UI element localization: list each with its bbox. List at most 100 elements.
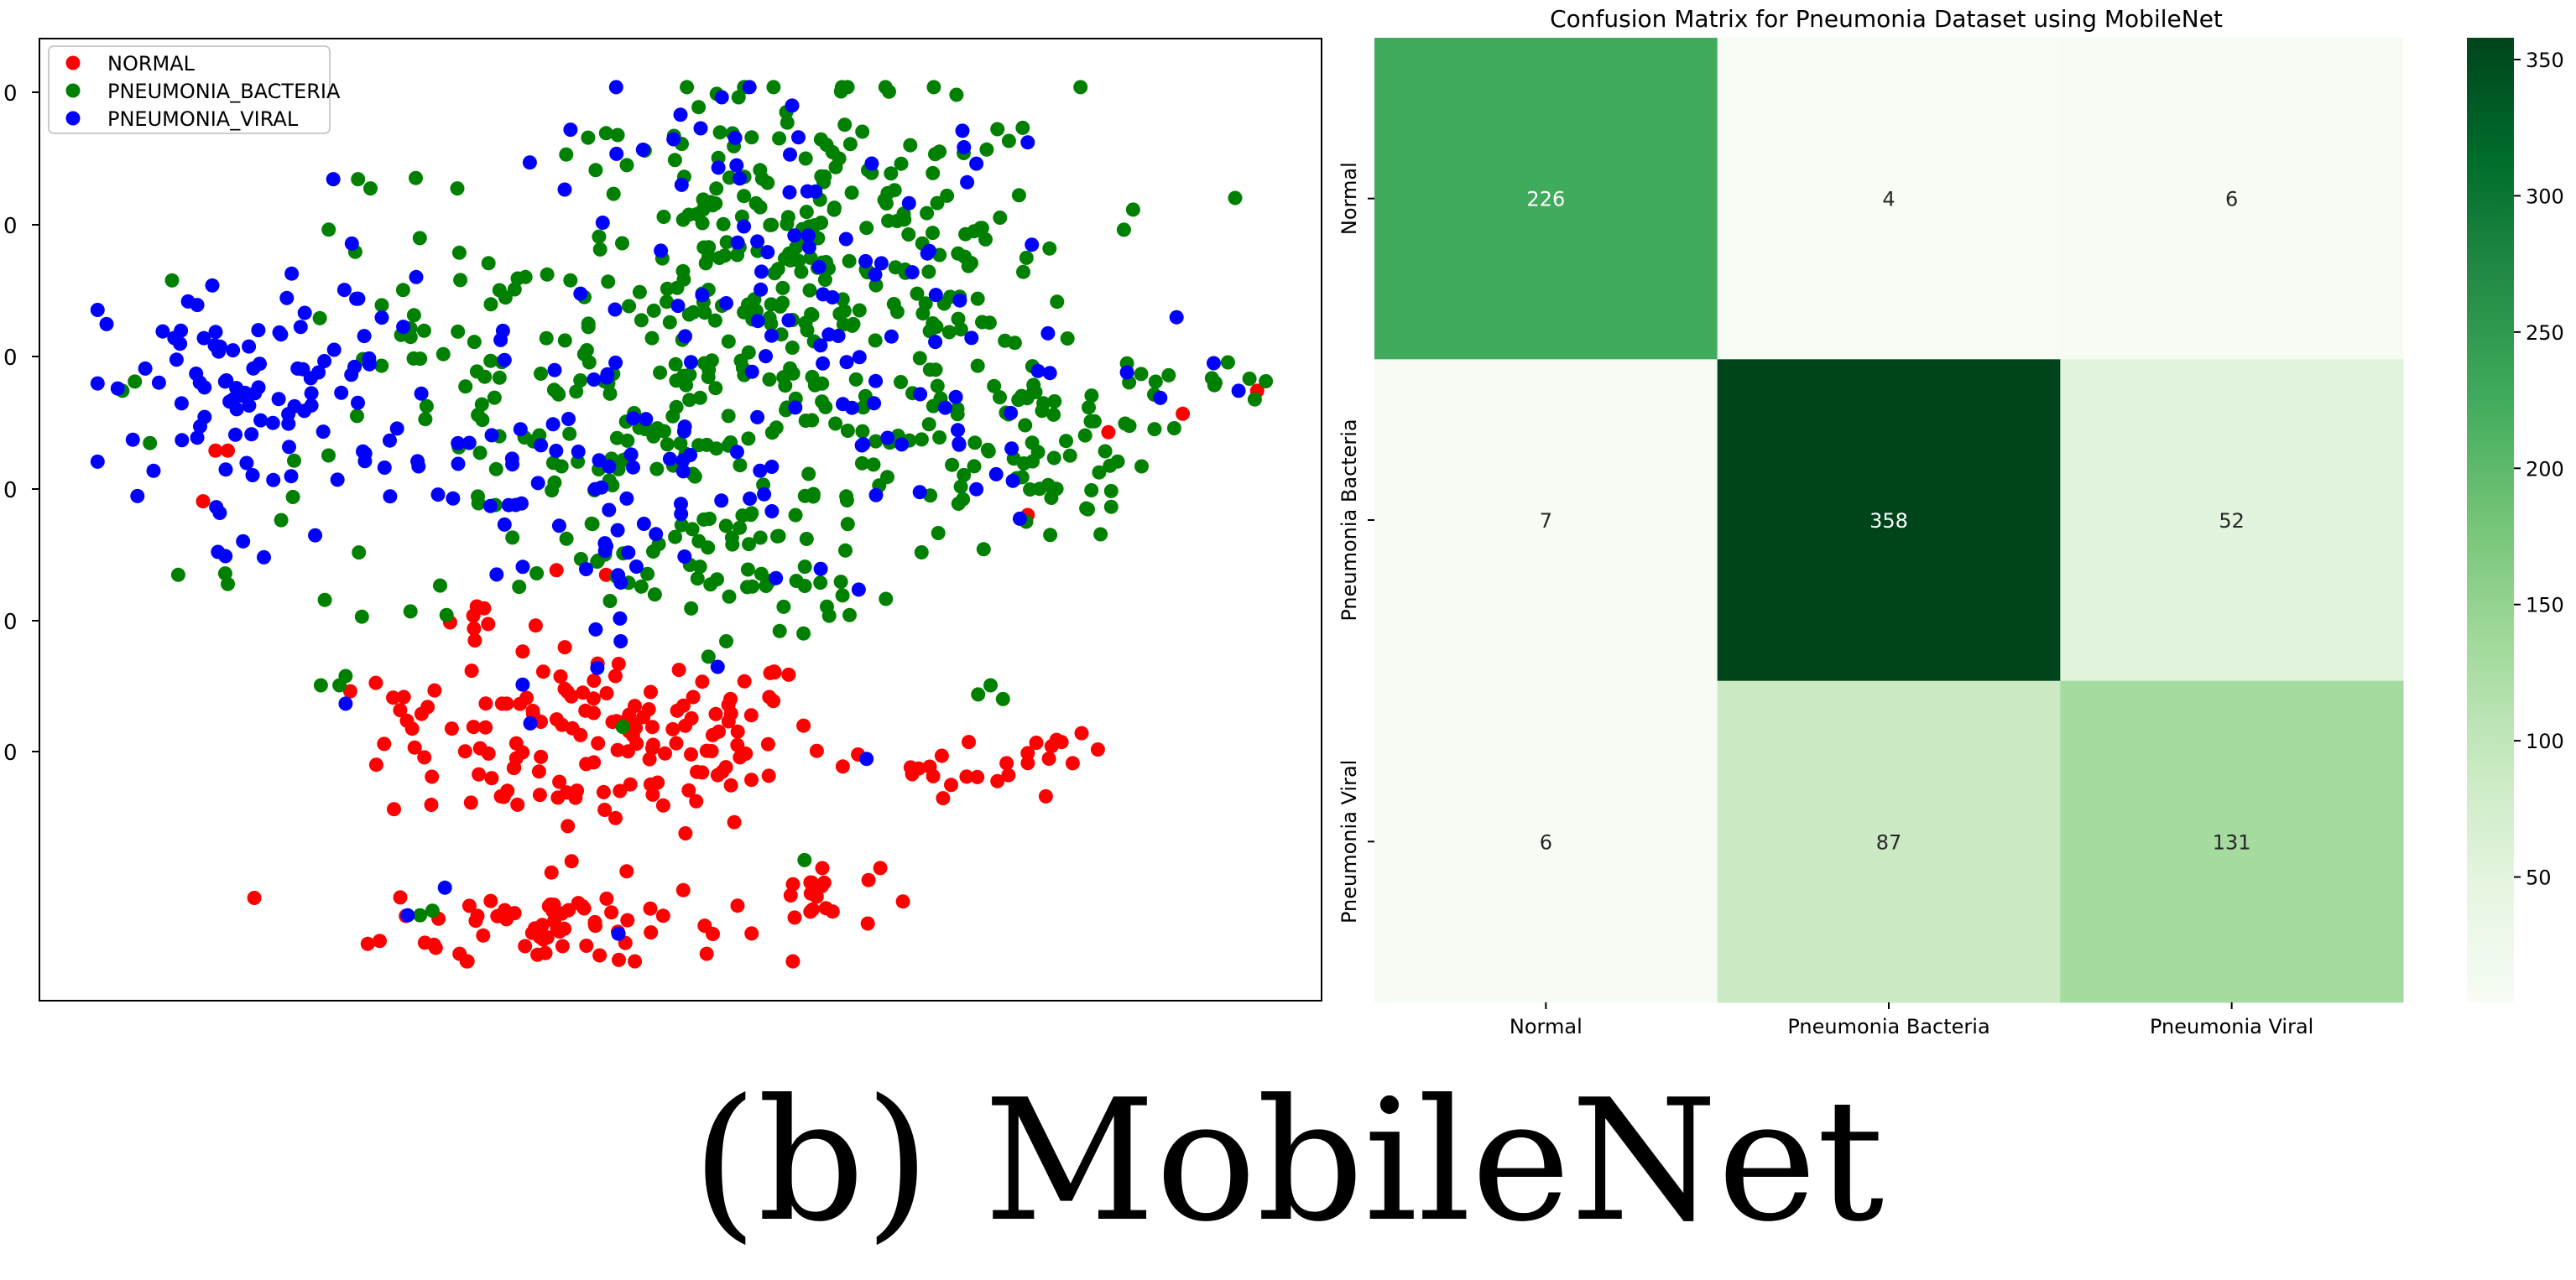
pneumonia-bacteria-point [406, 308, 421, 323]
pneumonia-viral-point [557, 182, 572, 197]
pneumonia-viral-point [228, 427, 242, 442]
normal-point [721, 714, 736, 729]
pneumonia-bacteria-point [880, 185, 895, 200]
normal-point [681, 783, 696, 798]
pneumonia-bacteria-point [763, 217, 778, 232]
pneumonia-viral-point [357, 329, 372, 344]
pneumonia-bacteria-point [1046, 450, 1061, 466]
normal-point [586, 691, 601, 706]
normal-point [1020, 746, 1035, 761]
normal-point [591, 736, 606, 751]
heatmap-y-tick-label: Pneumonia Bacteria [1338, 419, 1361, 621]
pneumonia-viral-point [674, 177, 689, 192]
pneumonia-viral-point [217, 374, 232, 389]
pneumonia-bacteria-point [646, 544, 660, 559]
pneumonia-viral-point [636, 517, 651, 531]
pneumonia-viral-point [609, 146, 624, 161]
pneumonia-bacteria-point [815, 376, 830, 391]
pneumonia-viral-point [90, 303, 105, 317]
pneumonia-viral-point [336, 283, 352, 298]
pneumonia-bacteria-point [313, 678, 328, 693]
normal-point [644, 684, 658, 700]
heatmap-x-tick-label: Pneumonia Viral [2150, 1015, 2313, 1038]
normal-point [611, 657, 626, 671]
pneumonia-bacteria-point [716, 216, 731, 232]
pneumonia-bacteria-point [995, 691, 1010, 706]
normal-point [686, 689, 701, 705]
normal-point [959, 769, 974, 784]
normal-point [655, 908, 670, 924]
normal-point [513, 696, 528, 711]
normal-point [592, 948, 607, 963]
pneumonia-bacteria-point [704, 353, 719, 368]
normal-point [803, 904, 818, 919]
normal-point [650, 775, 665, 790]
normal-point [342, 684, 357, 699]
heatmap-cells: 226 4 6 7 358 52 6 87 131 [1374, 38, 2404, 1003]
pneumonia-bacteria-point [403, 604, 418, 619]
pneumonia-bacteria-point [930, 195, 945, 211]
pneumonia-bacteria-point [1018, 418, 1033, 433]
pneumonia-viral-point [257, 549, 271, 565]
pneumonia-bacteria-point [317, 592, 332, 607]
normal-point [818, 901, 833, 916]
heatmap-cell-value: 131 [2213, 830, 2251, 854]
pneumonia-bacteria-point [970, 291, 985, 306]
pneumonia-bacteria-point [1098, 444, 1113, 459]
heatmap-y-axis: Normal Pneumonia Bacteria Pneumonia Viral [1338, 162, 1374, 924]
pneumonia-bacteria-point [351, 172, 366, 187]
heatmap-cell [2060, 38, 2404, 360]
pneumonia-viral-point [253, 356, 267, 372]
heatmap-x-tick-label: Pneumonia Bacteria [1787, 1015, 1989, 1038]
normal-point [695, 674, 710, 689]
pneumonia-viral-point [662, 451, 677, 466]
pneumonia-viral-point [197, 409, 212, 424]
pneumonia-bacteria-point [682, 367, 697, 382]
heatmap-y-tick-label: Pneumonia Viral [1338, 760, 1361, 924]
pneumonia-bacteria-point [498, 290, 513, 305]
pneumonia-viral-point [304, 386, 319, 401]
pneumonia-bacteria-point [957, 249, 973, 264]
normal-point [459, 954, 474, 969]
pneumonia-viral-point [563, 122, 578, 138]
pneumonia-viral-point [613, 634, 628, 648]
pneumonia-viral-point [905, 265, 920, 280]
pneumonia-bacteria-point [721, 334, 736, 349]
pneumonia-bacteria-point [170, 567, 185, 582]
pneumonia-bacteria-point [562, 426, 577, 441]
pneumonia-viral-point [513, 422, 528, 437]
normal-point [744, 926, 759, 941]
pneumonia-bacteria-point [469, 364, 484, 379]
pneumonia-bacteria-point [690, 571, 705, 586]
pneumonia-viral-point [311, 365, 326, 380]
pneumonia-bacteria-point [554, 459, 569, 474]
pneumonia-viral-point [626, 460, 640, 475]
heatmap-cell [1717, 359, 2061, 682]
pneumonia-bacteria-point [1259, 374, 1274, 388]
pneumonia-bacteria-point [350, 408, 364, 424]
pneumonia-bacteria-point [1047, 394, 1062, 408]
pneumonia-bacteria-point [1247, 392, 1262, 407]
pneumonia-bacteria-point [980, 442, 995, 457]
normal-point [508, 736, 524, 751]
pneumonia-viral-point [611, 926, 626, 941]
pneumonia-viral-point [864, 156, 879, 171]
pneumonia-bacteria-point [796, 626, 811, 641]
pneumonia-bacteria-point [453, 273, 468, 288]
pneumonia-bacteria-point [868, 278, 884, 293]
pneumonia-viral-point [344, 367, 359, 382]
pneumonia-bacteria-point [439, 607, 454, 622]
pneumonia-viral-point [205, 278, 220, 293]
pneumonia-viral-point [813, 561, 828, 576]
pneumonia-bacteria-point [970, 358, 985, 373]
pneumonia-viral-point [414, 386, 429, 401]
pneumonia-viral-point [146, 463, 161, 478]
pneumonia-viral-point [737, 219, 752, 234]
pneumonia-viral-point [174, 323, 189, 338]
pneumonia-viral-point [226, 343, 241, 358]
pneumonia-bacteria-point [711, 150, 726, 165]
pneumonia-bacteria-point [801, 466, 816, 481]
pneumonia-bacteria-point [741, 345, 756, 360]
normal-point [557, 681, 572, 696]
normal-point [468, 913, 483, 929]
